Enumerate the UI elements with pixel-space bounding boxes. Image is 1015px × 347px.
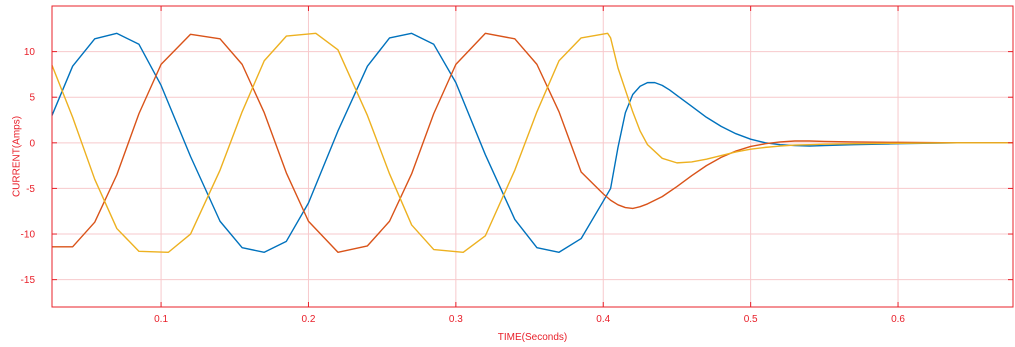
plot-frame <box>51 5 1014 308</box>
grid-lines <box>52 6 1013 307</box>
y-tick-label: -10 <box>21 230 36 241</box>
x-tick-label: 0.6 <box>891 314 905 325</box>
x-tick-label: 0.3 <box>449 314 463 325</box>
series-lines <box>51 32 1013 253</box>
series-line-3 <box>51 32 1013 253</box>
y-tick-label: -15 <box>21 275 36 286</box>
x-tick-label: 0.4 <box>596 314 610 325</box>
x-tick-label: 0.5 <box>744 314 758 325</box>
axis-ticks: 0.1 0.2 0.3 0.4 0.5 0.6 10 5 0 -5 -10 -15 <box>21 6 1013 325</box>
x-axis-label: TIME(Seconds) <box>498 332 567 343</box>
y-tick-label: 5 <box>29 93 35 104</box>
y-axis-label: CURRENT(Amps) <box>12 116 23 197</box>
y-tick-label: 0 <box>29 138 35 149</box>
y-tick-label: 10 <box>24 47 36 58</box>
y-tick-label: -5 <box>26 184 35 195</box>
x-tick-label: 0.2 <box>302 314 316 325</box>
x-tick-label: 0.1 <box>154 314 168 325</box>
series-line-2 <box>52 32 1013 253</box>
